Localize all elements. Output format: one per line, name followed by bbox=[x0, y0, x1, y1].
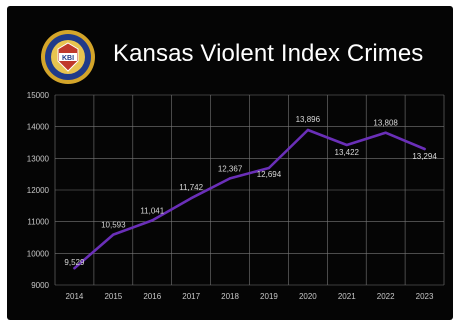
data-label: 12,694 bbox=[257, 170, 282, 179]
data-point bbox=[306, 128, 310, 132]
data-label: 11,742 bbox=[179, 183, 203, 192]
x-tick-label: 2017 bbox=[182, 292, 200, 301]
series-line bbox=[73, 128, 426, 270]
data-point bbox=[423, 147, 426, 151]
data-label: 13,808 bbox=[373, 119, 398, 128]
data-point bbox=[189, 196, 193, 200]
data-point bbox=[151, 219, 154, 222]
x-tick-label: 2023 bbox=[416, 292, 434, 301]
y-tick-label: 11000 bbox=[27, 218, 49, 227]
data-point bbox=[228, 177, 232, 180]
data-point bbox=[73, 267, 76, 270]
y-tick-label: 12000 bbox=[27, 186, 50, 195]
data-point bbox=[345, 143, 348, 147]
y-tick-label: 9000 bbox=[31, 281, 49, 290]
chart-title: Kansas Violent Index Crimes bbox=[113, 40, 424, 67]
data-label: 10,593 bbox=[101, 221, 126, 230]
x-tick-label: 2019 bbox=[260, 292, 278, 301]
x-tick-label: 2016 bbox=[143, 292, 161, 301]
svg-text:KBI: KBI bbox=[62, 55, 74, 62]
x-tick-label: 2021 bbox=[338, 292, 356, 301]
x-tick-label: 2020 bbox=[299, 292, 317, 301]
y-tick-label: 15000 bbox=[27, 91, 50, 100]
data-label: 13,422 bbox=[335, 148, 360, 157]
y-tick-label: 13000 bbox=[27, 154, 50, 163]
data-point bbox=[384, 131, 387, 134]
data-label: 12,367 bbox=[218, 164, 243, 173]
data-label: 13,896 bbox=[296, 115, 321, 124]
data-label: 11,041 bbox=[140, 206, 164, 215]
x-tick-label: 2015 bbox=[104, 292, 122, 301]
data-point bbox=[267, 166, 271, 170]
x-tick-label: 2022 bbox=[377, 292, 395, 301]
x-tick-label: 2014 bbox=[66, 292, 84, 301]
kbi-seal-logo: KBI bbox=[41, 30, 95, 84]
y-tick-label: 14000 bbox=[27, 123, 50, 132]
data-label: 13,294 bbox=[412, 152, 437, 161]
data-point bbox=[112, 233, 115, 236]
y-tick-label: 10000 bbox=[27, 249, 50, 258]
x-tick-label: 2018 bbox=[221, 292, 239, 301]
data-label: 9,529 bbox=[64, 258, 85, 267]
